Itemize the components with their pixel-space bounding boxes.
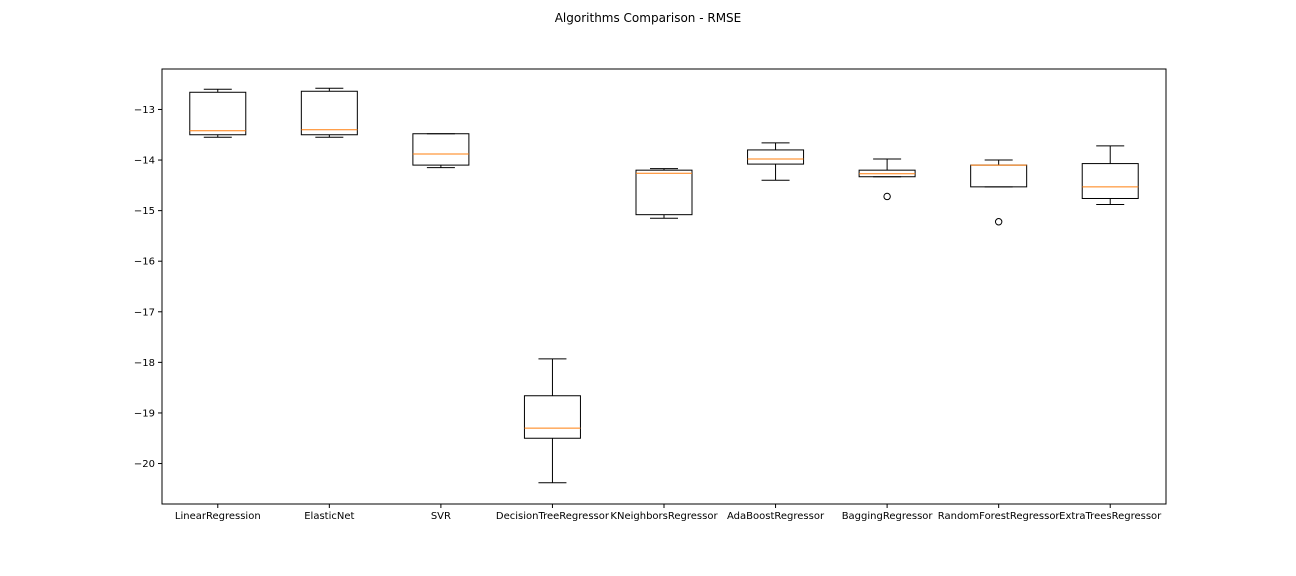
box-DecisionTreeRegressor xyxy=(523,358,581,484)
x-tick-label: BaggingRegressor xyxy=(842,511,934,522)
box-ElasticNet xyxy=(300,87,358,138)
y-axis: −13 −14 −15 −16 −17 −18 −19 −20 xyxy=(134,105,162,470)
iqr-box xyxy=(635,169,693,216)
iqr-box xyxy=(523,395,581,439)
box-KNeighborsRegressor xyxy=(635,168,693,219)
plot-area-frame xyxy=(161,68,1167,505)
iqr-box xyxy=(189,91,247,136)
outlier-point xyxy=(994,218,1003,226)
x-tick-label: SVR xyxy=(431,511,451,522)
x-tick-label: ElasticNet xyxy=(304,511,354,522)
y-tick-label: −16 xyxy=(134,257,155,268)
box-BaggingRegressor xyxy=(858,158,916,201)
box-ExtraTreesRegressor xyxy=(1081,145,1139,206)
outlier-point xyxy=(883,192,891,201)
x-tick-label: LinearRegression xyxy=(175,511,261,522)
y-tick-label: −20 xyxy=(134,459,155,470)
x-tick-label: AdaBoostRegressor xyxy=(727,511,825,522)
box-series xyxy=(189,87,1139,484)
x-axis: LinearRegression ElasticNet SVR DecisionTre… xyxy=(175,504,1162,522)
x-tick-label: KNeighborsRegressor xyxy=(610,511,718,522)
box-SVR xyxy=(412,133,470,169)
x-tick-label: DecisionTreeRegressor xyxy=(496,511,610,522)
iqr-box xyxy=(412,133,470,166)
iqr-box xyxy=(747,149,805,165)
iqr-box xyxy=(1081,163,1139,199)
y-tick-label: −13 xyxy=(134,105,155,116)
iqr-box xyxy=(970,164,1028,188)
x-tick-label: ExtraTreesRegressor xyxy=(1059,511,1162,522)
y-tick-label: −18 xyxy=(134,358,155,369)
box-LinearRegression xyxy=(189,88,247,138)
box-AdaBoostRegressor xyxy=(747,142,805,181)
iqr-box xyxy=(300,90,358,136)
y-tick-label: −17 xyxy=(134,307,155,318)
chart-title: Algorithms Comparison - RMSE xyxy=(555,11,742,25)
y-tick-label: −19 xyxy=(134,408,155,419)
y-tick-label: −14 xyxy=(134,156,155,167)
y-tick-label: −15 xyxy=(134,206,155,217)
box-RandomForestRegressor xyxy=(970,159,1028,226)
x-tick-label: RandomForestRegressor xyxy=(938,511,1061,522)
